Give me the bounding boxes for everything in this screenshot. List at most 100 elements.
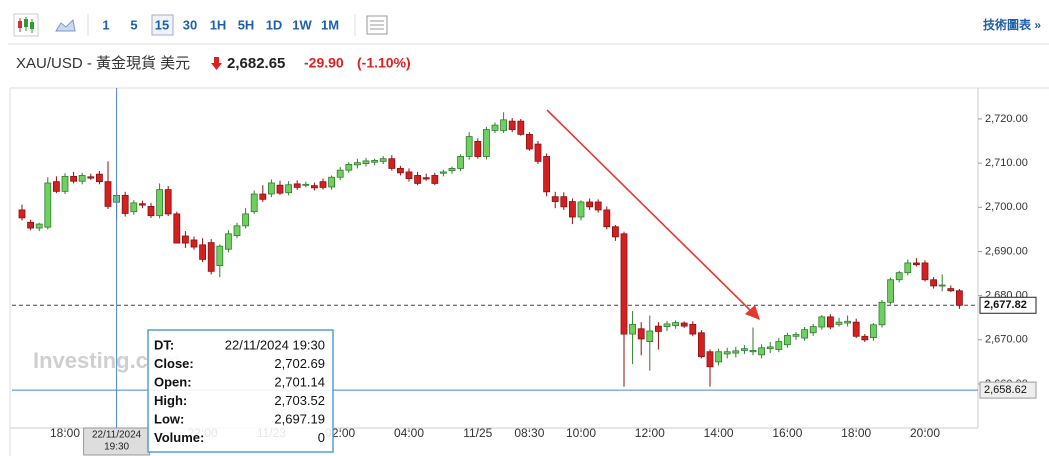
x-tick-label: 16:00 [772,426,802,440]
candle-body [792,334,800,337]
candle-body [586,201,593,208]
tooltip-label: Volume: [154,430,204,445]
candle-body [655,325,662,332]
candle-body [96,173,103,183]
candle-body [560,196,568,208]
candle-body [732,350,740,354]
candle-body [569,201,576,218]
icon-candle [24,19,28,27]
last-price-box [979,296,1037,314]
interval-button[interactable]: 1 [102,17,109,32]
candle-body [904,262,912,274]
candle-body [827,316,834,328]
candle-body [53,181,60,192]
toolbar [0,0,1049,44]
interval-button[interactable]: 5H [238,17,255,32]
last-price: 2,682.65 [227,55,285,72]
icon-candle [18,21,22,28]
candle-body [27,221,35,229]
crosshair-price-label: 2,658.62 [984,384,1027,396]
crosshair-price-box [979,381,1037,399]
candle-body [921,262,929,281]
candle-body [267,182,275,195]
last-price-label: 2,677.82 [984,299,1027,311]
candle-type-button[interactable] [13,13,39,37]
interval-button[interactable]: 1H [210,17,227,32]
candle-body [224,233,232,250]
candle-body [878,301,886,326]
y-tick-label: 2,690.00 [985,245,1028,257]
candle-body [809,326,817,334]
candle-body [801,329,808,339]
candle-body [44,182,52,228]
interval-button[interactable]: 1W [292,17,312,32]
x-tick-label: 18:00 [50,426,80,440]
interval-button[interactable]: 1M [321,17,339,32]
candle-body [818,316,826,328]
down-arrow [211,57,222,70]
tooltip-value: 0 [318,430,325,445]
candle-body [414,175,422,184]
candle-body [336,169,344,178]
candle-body [706,351,714,368]
candle-body [766,346,774,350]
candle-body [646,330,654,342]
crosshair-time-label: 22/11/2024 [92,430,142,441]
candle-body [207,242,215,272]
x-tick-label: 18:00 [841,426,871,440]
candle-body [457,156,465,169]
candle-body [861,335,869,341]
tooltip-label: High: [154,393,187,408]
tooltip-label: Low: [154,411,184,426]
candle-body [276,184,284,194]
candle-body [749,350,757,353]
annotation-arrowhead [745,305,760,320]
candle-body [913,262,920,266]
candle-body [70,175,77,182]
candle-body [534,143,542,162]
y-tick-label: 2,700.00 [985,201,1028,213]
interval-button[interactable]: 15 [155,17,169,32]
candle-body [672,322,679,327]
tooltip-label: Open: [154,374,192,389]
tooltip-value: 2,703.52 [274,393,325,408]
candle-body [285,184,293,194]
candle-body [629,323,636,335]
candle-body [259,193,267,200]
candle-body [345,164,353,171]
candle-body [293,183,301,188]
symbol-name: XAU/USD - 黃金現貨 美元 [16,55,190,72]
x-tick-label: 20:00 [910,426,940,440]
candle-body [379,158,387,162]
x-tick-label: 11/25 [463,426,492,440]
price-change-pct: (-1.10%) [357,55,411,71]
x-tick-label: 10:00 [566,426,596,440]
candle-body [199,244,207,260]
candle-body [887,279,894,303]
candle-body [371,160,379,163]
candle-body [784,335,791,346]
candle-body [164,189,172,215]
candle-body [87,176,95,179]
candle-body [190,239,198,248]
candle-body [603,209,611,228]
selected-interval-frame [151,14,174,36]
interval-button[interactable]: 30 [183,17,197,32]
candle-body [138,203,146,206]
area-type-button[interactable] [55,18,76,32]
candle-body [35,223,43,229]
table-button[interactable] [366,15,388,35]
interval-button[interactable]: 1D [266,17,283,32]
crosshair-time-box [83,427,151,456]
candle-body [173,213,181,244]
candle-body [405,171,413,179]
interval-button[interactable]: 5 [130,17,137,32]
annotation-arrow [546,109,753,313]
candle-body [852,321,860,337]
candle-body [594,201,602,211]
candle-body [956,290,963,306]
candle-body [130,202,138,213]
technical-chart-link[interactable]: 技術圖表 » [983,17,1041,32]
